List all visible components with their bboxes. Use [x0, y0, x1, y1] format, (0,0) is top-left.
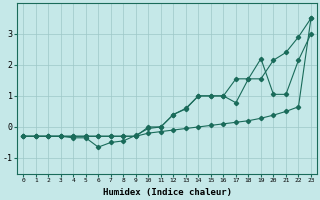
X-axis label: Humidex (Indice chaleur): Humidex (Indice chaleur)	[103, 188, 232, 197]
